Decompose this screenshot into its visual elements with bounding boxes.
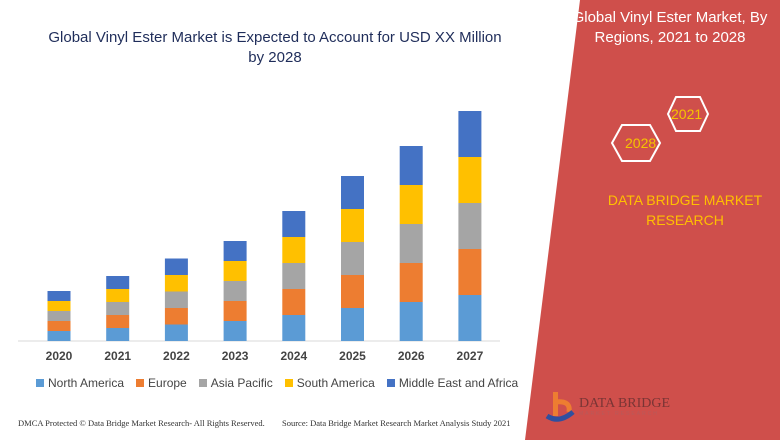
x-tick-label: 2023 [222, 349, 249, 363]
bar-segment [341, 308, 364, 341]
bar-segment [164, 324, 188, 341]
bar-segment [223, 281, 247, 301]
x-tick-label: 2021 [104, 349, 131, 363]
bar-segment [47, 331, 71, 341]
bar-segment [399, 146, 423, 185]
bar-segment [341, 242, 364, 275]
bar-segment [282, 237, 306, 263]
hex-label-2028: 2028 [625, 135, 657, 151]
x-tick-label: 2024 [280, 349, 307, 363]
hex-2021 [666, 96, 710, 132]
logo-main-text: DATA BRIDGE [579, 396, 671, 411]
logo: DATA BRIDGE MARKET RESEARCH [545, 390, 670, 424]
bar-segment [106, 302, 130, 315]
bar-segment [223, 321, 247, 341]
bar-segment [341, 275, 364, 308]
x-tick-label: 2026 [398, 349, 425, 363]
bar-segment [282, 289, 306, 315]
brand-text: DATA BRIDGE MARKET RESEARCH [607, 192, 763, 228]
bar-segment [282, 263, 306, 289]
bar-segment [47, 291, 71, 301]
logo-sub-text: MARKET RESEARCH [579, 411, 659, 417]
bar-segment [458, 249, 482, 295]
bar-segment [106, 328, 130, 341]
bar-segment [399, 302, 423, 341]
x-tick-label: 2025 [339, 349, 366, 363]
panel-title: Global Vinyl Ester Market, By Regions, 2… [572, 9, 768, 46]
bar-segment [458, 203, 482, 249]
legend-item: Asia Pacific [198, 376, 273, 390]
legend-item: South America [284, 376, 375, 390]
hex-2028 [610, 124, 662, 162]
bar-segment [399, 185, 423, 224]
dmca-text: DMCA Protected © Data Bridge Market Rese… [18, 418, 265, 428]
legend-item: North America [36, 376, 124, 390]
bar-segment [223, 241, 247, 261]
bar-segment [47, 301, 71, 311]
legend-item: Europe [136, 376, 187, 390]
legend-item: Middle East and Africa [386, 376, 518, 390]
logo-icon [545, 392, 575, 422]
bar-segment [399, 263, 423, 302]
bar-segment [106, 289, 130, 302]
chart: 2020 2021 2022 2023 2024 2025 2026 2027 [18, 111, 500, 363]
bar-segment [164, 258, 188, 275]
bar-segment [458, 157, 482, 203]
x-tick-label: 2022 [163, 349, 190, 363]
bar-segment [458, 111, 482, 157]
bar-segment [164, 308, 188, 325]
bar-segment [341, 209, 364, 242]
bar-segment [47, 311, 71, 321]
x-tick-label: 2027 [457, 349, 484, 363]
bar-segment [164, 275, 188, 292]
x-tick-label: 2020 [46, 349, 73, 363]
bar-segment [223, 261, 247, 281]
bar-segment [106, 315, 130, 328]
chart-title: Global Vinyl Ester Market is Expected to… [48, 29, 502, 66]
bar-segment [164, 291, 188, 308]
side-panel [525, 0, 780, 440]
bar-segment [106, 276, 130, 289]
bar-segment [458, 295, 482, 341]
hex-label-2021: 2021 [671, 106, 703, 122]
legend: North America Europe Asia Pacific South … [36, 376, 518, 390]
bar-segment [282, 211, 306, 237]
bar-segment [399, 224, 423, 263]
bar-segment [282, 315, 306, 341]
bar-segment [341, 176, 364, 209]
bar-segment [223, 301, 247, 321]
bar-segment [47, 321, 71, 331]
source-text: Source: Data Bridge Market Research Mark… [282, 418, 511, 428]
